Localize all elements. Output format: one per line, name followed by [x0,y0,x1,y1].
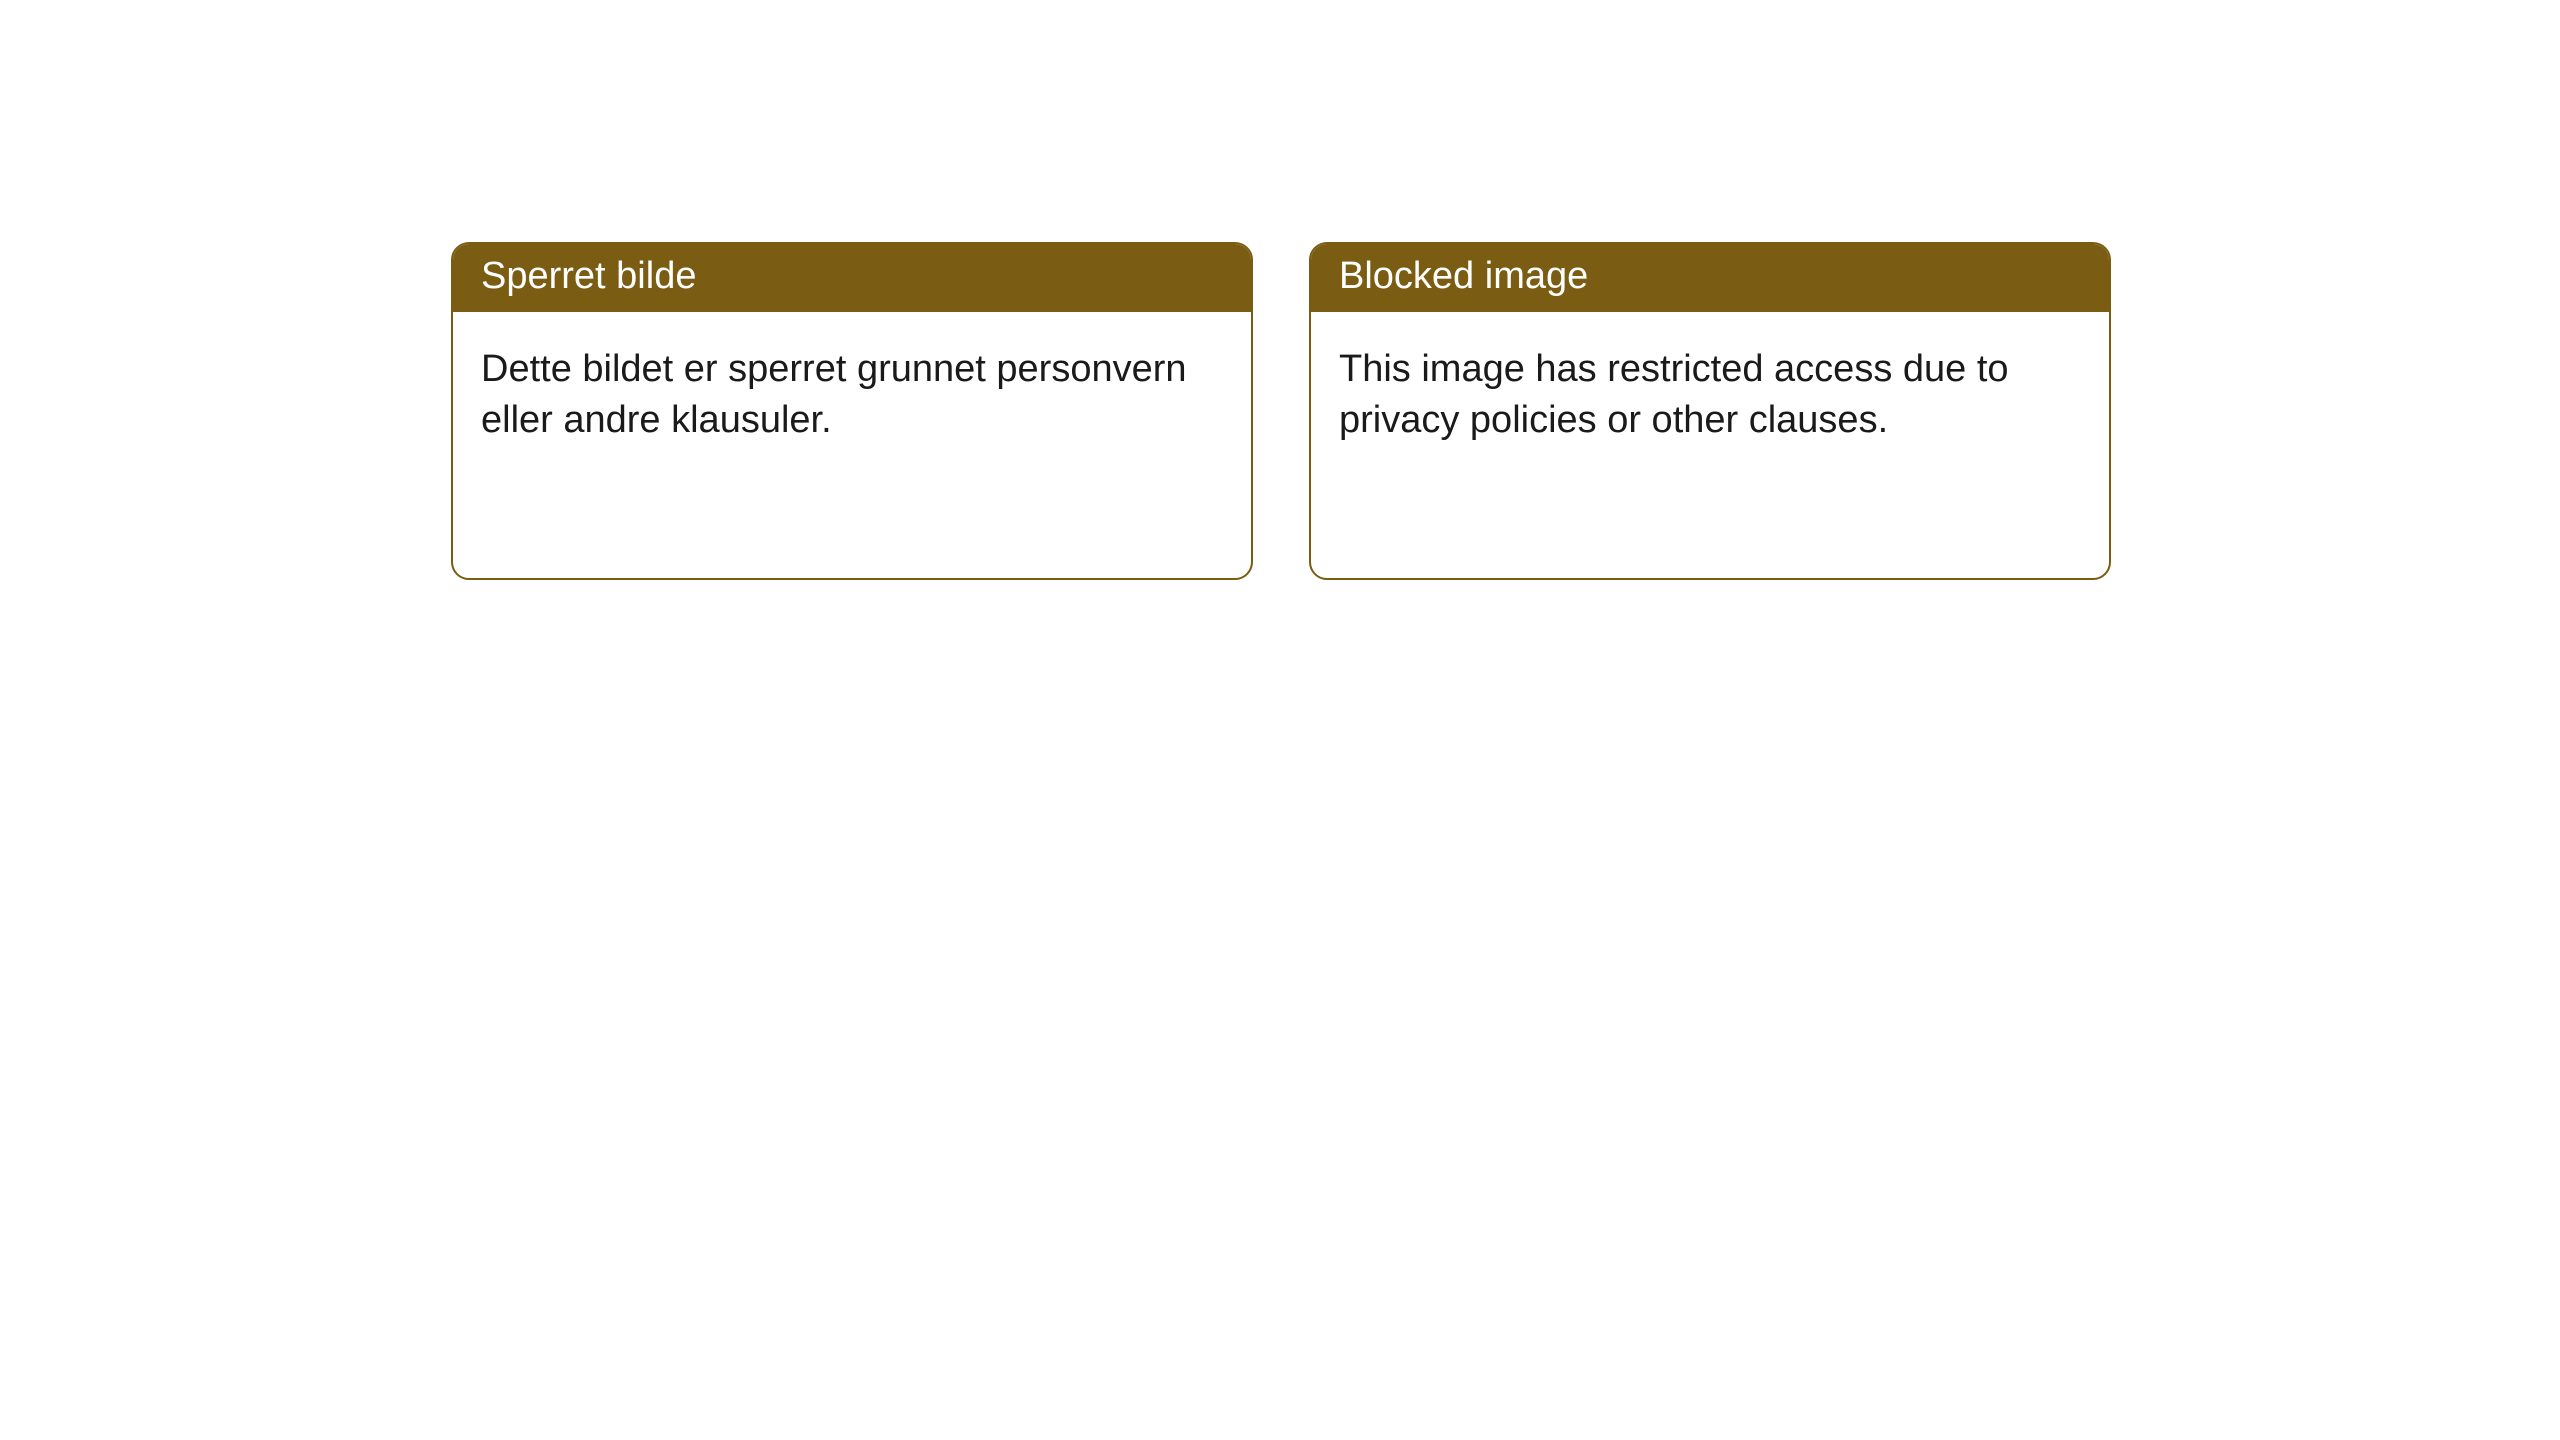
notice-header-norwegian: Sperret bilde [453,244,1251,312]
notice-body-norwegian: Dette bildet er sperret grunnet personve… [453,312,1251,479]
notice-body-english: This image has restricted access due to … [1311,312,2109,479]
notice-card-norwegian: Sperret bilde Dette bildet er sperret gr… [451,242,1253,580]
notice-container: Sperret bilde Dette bildet er sperret gr… [451,242,2111,580]
notice-card-english: Blocked image This image has restricted … [1309,242,2111,580]
notice-header-english: Blocked image [1311,244,2109,312]
